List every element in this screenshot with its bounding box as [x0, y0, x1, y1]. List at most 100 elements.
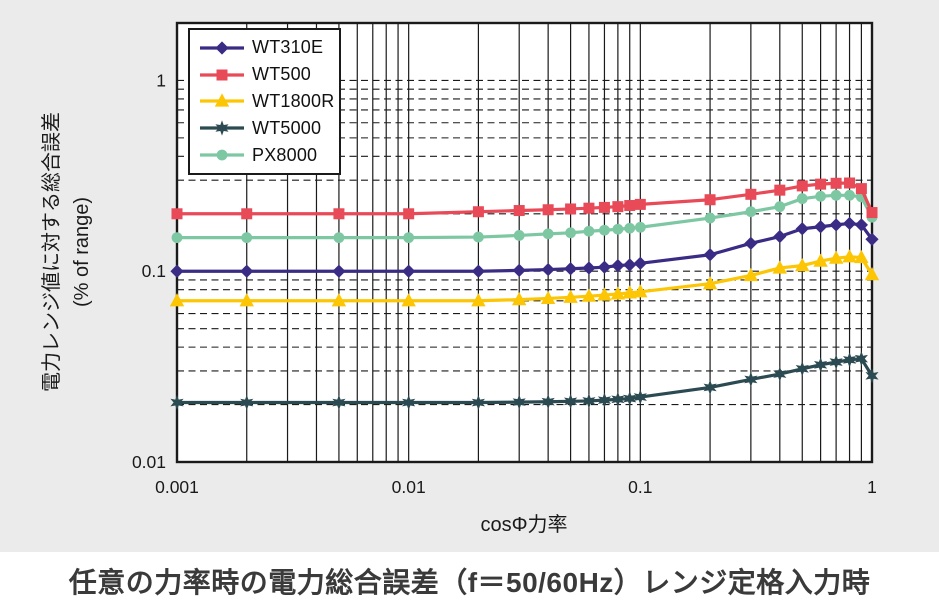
square-marker-icon: [171, 208, 183, 220]
star6-marker-icon: [512, 394, 526, 410]
triangle-marker-icon: [471, 293, 486, 307]
circle-marker-icon: [830, 189, 842, 201]
y-tick-label: 0.01: [132, 452, 166, 472]
diamond-marker-icon: [512, 263, 526, 277]
circle-marker-icon: [815, 190, 827, 202]
circle-marker-icon: [634, 221, 646, 233]
square-marker-icon: [830, 177, 842, 189]
chart-svg: 1 0.1 0.01 0.001 0.01 0.1 1 cosΦ力率 電力レンジ値に対する総…: [40, 21, 880, 536]
x-tick-label: 0.1: [628, 477, 652, 497]
square-marker-icon: [634, 198, 646, 210]
legend-label: WT500: [252, 64, 312, 85]
circle-marker-icon: [796, 193, 808, 205]
triangle-marker-icon: [610, 286, 626, 300]
triangle-marker-icon: [581, 288, 597, 302]
diamond-marker-icon: [623, 258, 637, 272]
star6-marker-icon: [332, 394, 346, 411]
legend-item-WT500: WT500: [199, 64, 339, 86]
legend-square-swatch-icon: [200, 69, 244, 81]
diamond-marker-icon: [795, 222, 809, 236]
series-line-PX8000: [175, 193, 874, 240]
legend-triangle-swatch-icon: [200, 93, 244, 108]
star6-marker-icon: [842, 352, 857, 368]
series-WT5000: [170, 351, 879, 411]
star6-marker-icon: [564, 393, 578, 409]
diamond-marker-icon: [402, 264, 416, 278]
diamond-marker-icon: [215, 41, 229, 55]
circle-marker-icon: [241, 232, 253, 244]
circle-marker-icon: [403, 232, 415, 244]
square-marker-icon: [216, 69, 228, 81]
square-marker-icon: [844, 177, 856, 189]
circle-marker-icon: [774, 201, 786, 213]
diamond-marker-icon: [633, 256, 647, 270]
circle-marker-icon: [612, 223, 624, 235]
diamond-marker-icon: [597, 260, 612, 274]
triangle-marker-icon: [214, 93, 230, 108]
legend-item-WT5000: WT5000: [199, 117, 339, 139]
circle-marker-icon: [333, 232, 345, 244]
series-line-WT1800R: [175, 255, 874, 303]
star6-marker-icon: [582, 393, 596, 409]
chart-panel: 1 0.1 0.01 0.001 0.01 0.1 1 cosΦ力率 電力レンジ値に対する総…: [0, 0, 939, 552]
legend-label: PX8000: [252, 144, 318, 165]
circle-marker-icon: [745, 206, 757, 218]
series-WT310E: [170, 216, 879, 278]
triangle-marker-icon: [401, 293, 416, 307]
square-marker-icon: [815, 178, 827, 190]
circle-marker-icon: [565, 227, 576, 239]
star6-marker-icon: [795, 361, 809, 377]
data-series: [169, 177, 880, 411]
square-marker-icon: [704, 194, 716, 206]
diamond-marker-icon: [332, 264, 346, 278]
diamond-marker-icon: [773, 229, 787, 244]
x-tick-label: 1: [867, 477, 877, 497]
square-marker-icon: [855, 183, 867, 195]
diamond-marker-icon: [563, 262, 578, 276]
triangle-marker-icon: [854, 249, 869, 264]
triangle-marker-icon: [633, 284, 648, 298]
chart-title: 任意の力率時の電力総合誤差（f＝50/60Hz）レンジ定格入力時: [68, 567, 871, 598]
triangle-marker-icon: [842, 249, 857, 263]
triangle-marker-icon: [813, 253, 828, 267]
legend-star6-swatch-icon: [200, 120, 244, 136]
diamond-marker-icon: [854, 218, 868, 232]
star6-marker-icon: [854, 351, 868, 367]
diamond-marker-icon: [865, 232, 879, 246]
triangle-marker-icon: [622, 285, 637, 299]
legend-circle-swatch-icon: [200, 149, 244, 161]
star6-marker-icon: [170, 394, 184, 411]
triangle-marker-icon: [540, 290, 556, 305]
star6-marker-icon: [703, 379, 717, 396]
diamond-marker-icon: [541, 262, 555, 277]
star6-marker-icon: [541, 394, 555, 410]
circle-marker-icon: [542, 228, 554, 240]
square-marker-icon: [403, 208, 415, 220]
square-marker-icon: [598, 201, 610, 213]
circle-marker-icon: [624, 222, 636, 234]
y-axis-label: 電力レンジ値に対する総合誤差: [40, 112, 63, 392]
legend-label: WT5000: [252, 117, 322, 138]
square-marker-icon: [565, 203, 577, 215]
star6-marker-icon: [471, 394, 485, 411]
square-marker-icon: [624, 200, 636, 212]
diamond-marker-icon: [744, 236, 758, 250]
legend-item-WT1800R: WT1800R: [199, 90, 339, 112]
star6-marker-icon: [623, 390, 637, 407]
series-line-WT5000: [175, 357, 874, 405]
triangle-marker-icon: [563, 289, 578, 303]
star6-marker-icon: [597, 392, 612, 408]
star6-marker-icon: [744, 371, 758, 387]
diamond-marker-icon: [829, 218, 843, 232]
legend-item-WT310E: WT310E: [199, 37, 339, 59]
square-marker-icon: [866, 207, 878, 219]
triangle-marker-icon: [331, 293, 347, 307]
triangle-marker-icon: [511, 291, 527, 306]
series-line-WT500: [175, 181, 874, 216]
square-marker-icon: [472, 206, 484, 218]
legend-label: WT1800R: [252, 90, 335, 111]
diamond-marker-icon: [703, 248, 717, 262]
star6-marker-icon: [865, 368, 879, 384]
star6-marker-icon: [633, 389, 647, 405]
triangle-marker-icon: [772, 260, 788, 274]
